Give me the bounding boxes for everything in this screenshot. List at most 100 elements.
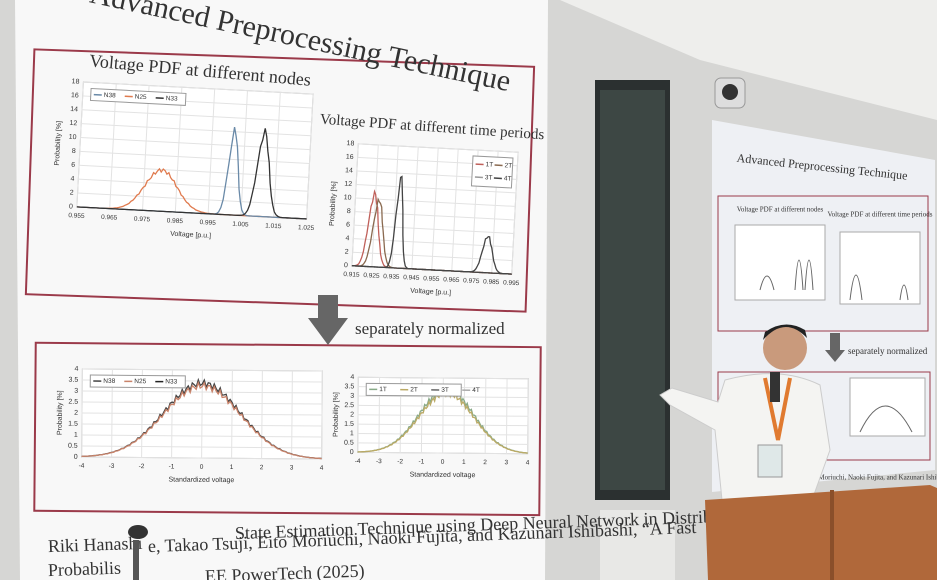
x-axis-label: Standardized voltage bbox=[169, 477, 235, 485]
grid-line bbox=[411, 147, 419, 269]
grid-line bbox=[81, 109, 312, 123]
grid-line bbox=[431, 148, 439, 270]
x-tick-label: -1 bbox=[169, 463, 175, 470]
grid-line bbox=[240, 90, 248, 216]
legend-label: N25 bbox=[135, 93, 148, 101]
citation-line: EE PowerTech (2025) bbox=[205, 561, 365, 580]
grid-line bbox=[321, 371, 323, 460]
legend-label: 1T bbox=[485, 161, 493, 168]
y-tick-label: 12 bbox=[69, 120, 77, 127]
pdf-curve bbox=[351, 235, 512, 275]
legend-label: N38 bbox=[103, 378, 115, 385]
y-tick-label: 4 bbox=[70, 176, 74, 183]
x-tick-label: 0.985 bbox=[483, 278, 500, 286]
x-tick-label: -4 bbox=[79, 463, 85, 470]
x-tick-label: -1 bbox=[418, 459, 424, 466]
y-tick-label: 8 bbox=[72, 148, 76, 155]
legend-box bbox=[89, 374, 186, 389]
grid-line bbox=[76, 82, 84, 207]
legend-label: 4T bbox=[504, 175, 512, 182]
y-tick-label: 16 bbox=[71, 92, 79, 99]
y-tick-label: 0.5 bbox=[68, 443, 78, 450]
legend-label: 2T bbox=[410, 386, 418, 393]
y-axis-label: Probability [%] bbox=[329, 181, 338, 226]
podium-edge bbox=[830, 490, 834, 580]
badge bbox=[757, 444, 783, 478]
y-tick-label: 1.5 bbox=[344, 421, 354, 428]
y-tick-label: 18 bbox=[71, 78, 79, 85]
x-tick-label: 3 bbox=[504, 459, 508, 466]
citation-line: Probabilis bbox=[48, 558, 122, 580]
legend-label: 3T bbox=[485, 174, 493, 181]
y-tick-label: 4 bbox=[345, 235, 349, 242]
side-curve bbox=[759, 259, 814, 291]
y-tick-label: 2 bbox=[345, 249, 349, 256]
grid-line bbox=[174, 87, 183, 213]
x-tick-label: 2 bbox=[260, 464, 264, 471]
down-arrow bbox=[308, 295, 348, 345]
x-tick-label: 0.955 bbox=[423, 275, 440, 283]
side-panel-title: Voltage PDF at different nodes bbox=[737, 206, 824, 214]
x-tick-label: 0.995 bbox=[503, 279, 520, 287]
y-tick-label: 10 bbox=[343, 194, 351, 201]
microphone bbox=[128, 525, 148, 539]
y-tick-label: 2.5 bbox=[68, 399, 78, 406]
grid-line bbox=[83, 81, 314, 95]
y-tick-label: 0.5 bbox=[344, 440, 354, 447]
grid-line bbox=[77, 192, 308, 206]
y-axis-label: Probability [%] bbox=[54, 121, 63, 166]
y-tick-label: 16 bbox=[346, 154, 354, 161]
x-tick-label: 0.955 bbox=[68, 212, 85, 220]
pdf-curve bbox=[81, 380, 322, 460]
x-tick-label: 0.965 bbox=[101, 214, 118, 222]
y-tick-label: 8 bbox=[347, 208, 351, 215]
grid-line bbox=[357, 377, 359, 453]
legend-box bbox=[365, 382, 462, 397]
grid-line bbox=[351, 143, 359, 266]
citation-line: Riki Hanashi bbox=[48, 533, 143, 556]
legend-box bbox=[89, 87, 187, 106]
y-tick-label: 3 bbox=[74, 388, 78, 395]
side-arrow bbox=[825, 333, 845, 362]
head bbox=[763, 326, 807, 370]
grid-line bbox=[391, 145, 399, 268]
side-arrow-label: separately normalized bbox=[848, 346, 928, 356]
grid-line bbox=[527, 378, 529, 454]
y-tick-label: 14 bbox=[70, 106, 78, 113]
grid-line bbox=[142, 85, 150, 211]
ceiling bbox=[560, 0, 937, 120]
y-tick-label: 14 bbox=[345, 167, 353, 174]
side-citation: Eito Moriuchi, Naoki Fujita, and Kazunar… bbox=[805, 474, 937, 482]
x-tick-label: 2 bbox=[483, 459, 487, 466]
x-tick-label: 0 bbox=[200, 464, 204, 471]
grid-line bbox=[273, 92, 281, 218]
x-axis-label: Voltage [p.u.] bbox=[170, 231, 211, 240]
x-tick-label: -3 bbox=[109, 463, 115, 470]
x-tick-label: 4 bbox=[320, 465, 324, 472]
top-frame bbox=[24, 48, 536, 313]
window-glass bbox=[600, 90, 665, 490]
x-tick-label: 1.025 bbox=[298, 224, 315, 232]
grid-line bbox=[78, 178, 309, 192]
side-panel-title: Voltage PDF at different time periods bbox=[828, 211, 933, 219]
chart-panel: 0 2 4 6 8 10 12 14 16 18 0.955 0.965 0.975 0.985 0.995… bbox=[54, 78, 315, 240]
hand-mic bbox=[770, 372, 780, 402]
grid-line bbox=[371, 144, 379, 267]
y-tick-label: 10 bbox=[69, 134, 77, 141]
grid-line bbox=[511, 152, 519, 275]
x-tick-label: 1 bbox=[230, 464, 234, 471]
hair bbox=[763, 324, 807, 340]
grid-line bbox=[81, 368, 83, 457]
x-tick-label: 0.965 bbox=[443, 276, 460, 284]
x-tick-label: 0.975 bbox=[134, 216, 151, 224]
y-axis-label: Probability [%] bbox=[57, 390, 64, 435]
x-tick-label: 3 bbox=[290, 464, 294, 471]
y-tick-label: 12 bbox=[344, 181, 352, 188]
podium bbox=[705, 485, 937, 580]
pdf-curve bbox=[76, 128, 307, 220]
y-tick-label: 3 bbox=[350, 393, 354, 400]
x-tick-label: 0 bbox=[441, 459, 445, 466]
grid-line bbox=[79, 164, 309, 178]
legend-label: N25 bbox=[134, 378, 146, 385]
y-tick-label: 1 bbox=[350, 430, 354, 437]
